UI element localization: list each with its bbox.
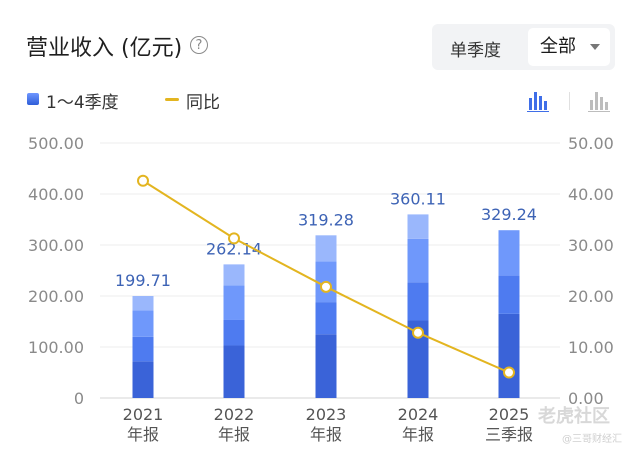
y-right-tick-label: 40.00 [568,185,614,204]
bar-segment-q2 [315,302,337,335]
bar-total-label: 329.24 [481,205,537,224]
legend-line-label[interactable]: 同比 [186,93,220,113]
x-category-label: 2021 [123,405,164,424]
y-right-tick-label: 0.00 [568,389,604,408]
y-left-tick-label: 100.00 [28,338,84,357]
bar-chart-icon[interactable] [588,90,612,112]
bar-segment-q3 [498,230,520,276]
bar-segment-q4 [315,235,337,262]
x-category-label: 2022 [214,405,255,424]
toggle-all-dropdown[interactable]: 全部 [528,28,610,66]
bar-total-label: 360.11 [390,189,446,208]
y-right-tick-label: 10.00 [568,338,614,357]
bar-total-label: 199.71 [115,271,171,290]
bar-segment-q3 [407,238,429,283]
bar-segment-q4 [407,214,429,239]
stacked-bar-chart-icon[interactable] [527,90,551,112]
help-icon[interactable]: ? [190,36,208,54]
yoy-point [228,232,240,245]
toggle-single-quarter[interactable]: 单季度 [450,41,501,61]
x-category-label: 年报 [127,425,159,444]
legend-bar-swatch [27,93,39,105]
chart-title: 营业收入 (亿元) [26,36,183,61]
bar-segment-q1 [132,361,154,398]
y-left-tick-label: 200.00 [28,287,84,306]
x-category-label: 年报 [402,425,434,444]
bar-segment-q2 [407,282,429,321]
watermark-handle: @三哥财经汇 [562,434,622,445]
y-right-tick-label: 50.00 [568,134,614,153]
y-left-tick-label: 300.00 [28,236,84,255]
x-category-label: 2023 [306,405,347,424]
toggle-all-label: 全部 [540,36,576,57]
x-category-label: 年报 [310,425,342,444]
y-right-tick-label: 20.00 [568,287,614,306]
x-category-label: 三季报 [485,425,533,444]
x-category-label: 2024 [398,405,439,424]
bar-segment-q4 [132,296,154,311]
bar-segment-q3 [223,285,245,320]
divider [569,92,570,110]
watermark-logo: 老虎社区 [538,406,610,427]
yoy-point [412,326,424,339]
bar-segment-q2 [498,275,520,314]
yoy-point [320,280,332,293]
bar-segment-q4 [223,264,245,286]
bar-segment-q2 [223,319,245,346]
bar-segment-q1 [498,313,520,398]
chevron-down-icon [590,44,600,50]
y-right-tick-label: 30.00 [568,236,614,255]
bar-segment-q1 [223,345,245,398]
bar-segment-q1 [407,320,429,398]
bar-segment-q3 [132,310,154,337]
y-left-tick-label: 500.00 [28,134,84,153]
bar-segment-q2 [132,336,154,362]
period-toggle: 单季度 全部 [432,24,615,70]
bar-total-label: 262.14 [206,239,262,258]
x-category-label: 2025 [489,405,530,424]
bar-total-label: 319.28 [298,210,354,229]
yoy-point [137,174,149,187]
legend-line-swatch [165,98,179,101]
bar-segment-q1 [315,334,337,398]
y-left-tick-label: 400.00 [28,185,84,204]
x-category-label: 年报 [218,425,250,444]
y-left-tick-label: 0 [74,389,84,408]
yoy-point [503,366,515,379]
legend-bar-label[interactable]: 1～4季度 [46,93,119,113]
